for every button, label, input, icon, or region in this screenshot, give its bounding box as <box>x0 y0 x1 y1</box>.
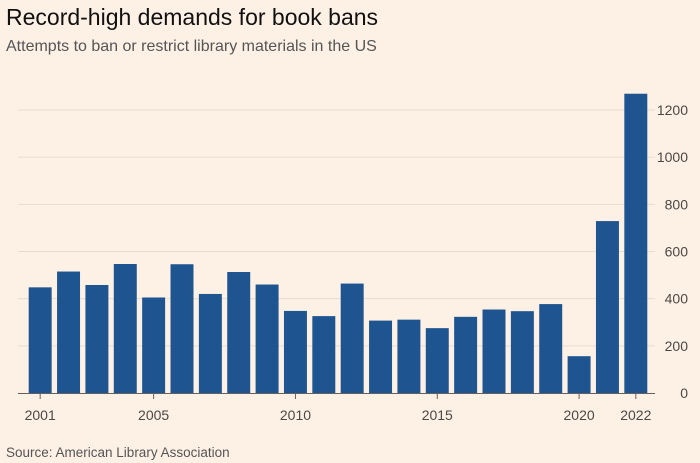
x-tick-label-2001: 2001 <box>25 407 56 423</box>
y-tick-label-1000: 1000 <box>657 149 688 165</box>
y-tick-label-200: 200 <box>665 338 689 354</box>
bar-2019 <box>539 304 563 393</box>
bar-2012 <box>340 283 364 393</box>
x-tick-label-2022: 2022 <box>620 407 651 423</box>
bar-2022 <box>624 93 648 393</box>
bar-2006 <box>170 264 194 393</box>
bar-2004 <box>113 263 137 393</box>
axes: 0 200 400 600 800 1000 1200 2001 2005 2010 2015 202… <box>18 102 688 423</box>
bar-2020 <box>567 356 591 393</box>
chart-title: Record-high demands for book bans <box>6 4 379 30</box>
bars <box>28 93 648 393</box>
bar-2017 <box>482 309 506 393</box>
x-tick-label-2005: 2005 <box>138 407 169 423</box>
y-tick-label-800: 800 <box>665 196 689 212</box>
y-tick-label-1200: 1200 <box>657 102 688 118</box>
bar-2002 <box>57 271 81 393</box>
x-tick-label-2010: 2010 <box>280 407 311 423</box>
bar-2011 <box>312 316 336 393</box>
bar-2001 <box>28 287 52 393</box>
y-tick-label-400: 400 <box>665 291 689 307</box>
x-tick-label-2015: 2015 <box>422 407 453 423</box>
bar-2005 <box>142 297 166 393</box>
bar-2016 <box>454 316 478 393</box>
bar-2015 <box>425 328 449 393</box>
bar-2021 <box>595 221 619 393</box>
bar-2003 <box>85 284 109 393</box>
bar-2013 <box>369 320 393 393</box>
bar-2008 <box>227 272 251 393</box>
bar-2007 <box>198 293 222 393</box>
bar-2010 <box>283 310 307 393</box>
bar-2018 <box>510 311 534 393</box>
x-tick-label-2020: 2020 <box>564 407 595 423</box>
y-tick-label-0: 0 <box>680 385 688 401</box>
chart-subtitle: Attempts to ban or restrict library mate… <box>6 38 377 55</box>
bar-2009 <box>255 284 279 393</box>
bar-2014 <box>397 319 421 393</box>
y-tick-label-600: 600 <box>665 244 689 260</box>
source-note: Source: American Library Association <box>6 445 230 460</box>
